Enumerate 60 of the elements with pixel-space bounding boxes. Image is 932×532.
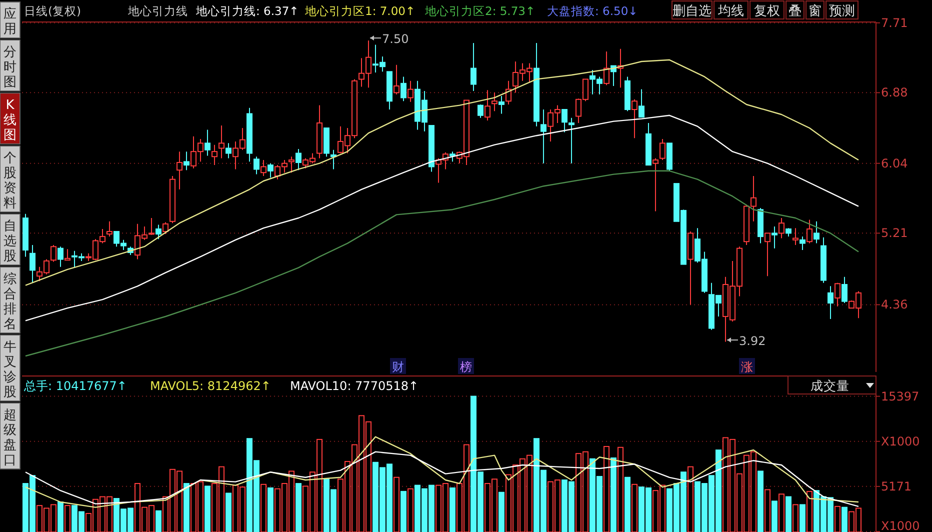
annotation: 财	[392, 360, 404, 374]
candlestick	[828, 286, 834, 320]
text: 地心引力线: 6.37↑	[195, 4, 299, 18]
candlestick	[568, 117, 574, 164]
annotation: 7.50	[382, 32, 409, 46]
candlestick	[400, 76, 406, 102]
y-tick-label: 15397	[881, 389, 920, 404]
annotation: MAVOL5: 8124962↑	[150, 379, 271, 393]
candlestick	[218, 124, 224, 159]
candlestick	[316, 104, 322, 159]
text: 分时图	[4, 45, 16, 90]
candlestick	[408, 80, 414, 102]
y-tick-label: 6.04	[881, 156, 908, 170]
text: 复权	[754, 4, 780, 19]
text: 自选股	[4, 219, 16, 264]
candlestick	[534, 42, 540, 127]
candlestick	[226, 142, 232, 159]
candlestick	[30, 244, 36, 284]
y-tick-label: X1000	[881, 519, 920, 532]
text: 叠	[788, 4, 802, 19]
text: 均线	[717, 4, 744, 19]
annotation: 总手: 10417677↑	[23, 379, 127, 393]
y-tick-label: 7.71	[881, 16, 908, 30]
annotation: 涨	[741, 360, 753, 374]
line-series	[24, 170, 860, 357]
annotation: 3.92	[739, 334, 766, 348]
text: 地心引力线	[127, 4, 188, 18]
annotation: 成交量	[810, 378, 850, 393]
annotation: 榜	[460, 360, 472, 374]
candlestick	[176, 151, 182, 190]
candlestick	[498, 96, 504, 114]
text: 地心引力区2: 5.73↑	[424, 4, 536, 18]
text: 大盘指数: 6.50↓	[547, 4, 638, 18]
text: K线图	[4, 98, 16, 143]
candlestick	[540, 109, 546, 164]
candlestick	[792, 228, 798, 246]
y-tick-label: 5.21	[881, 226, 908, 240]
text: 地心引力区1: 7.00↑	[304, 4, 416, 18]
candlestick	[288, 156, 294, 174]
candlestick	[484, 90, 490, 121]
y-tick-label: 6.88	[881, 86, 908, 100]
text: 删自选	[672, 4, 712, 19]
text: 牛叉诊股	[4, 340, 16, 400]
text: 日线(复权)	[24, 4, 81, 18]
text: 窗	[808, 3, 822, 19]
y-tick-label: X1000	[881, 434, 920, 448]
text: 应用	[4, 6, 16, 37]
text: 个股资料	[4, 151, 16, 211]
text: 预测	[829, 4, 855, 19]
candlestick	[184, 151, 190, 171]
candlestick	[814, 220, 820, 244]
candlestick	[750, 175, 756, 222]
candlestick	[204, 129, 210, 156]
annotation: MAVOL10: 7770518↑	[290, 379, 419, 393]
line-series	[24, 59, 860, 286]
candlestick	[778, 218, 784, 239]
text: 综合排名	[4, 272, 16, 332]
text: 超级盘口	[4, 408, 16, 468]
y-tick-label: 4.36	[881, 298, 908, 312]
y-tick-label: 5171	[881, 479, 912, 494]
